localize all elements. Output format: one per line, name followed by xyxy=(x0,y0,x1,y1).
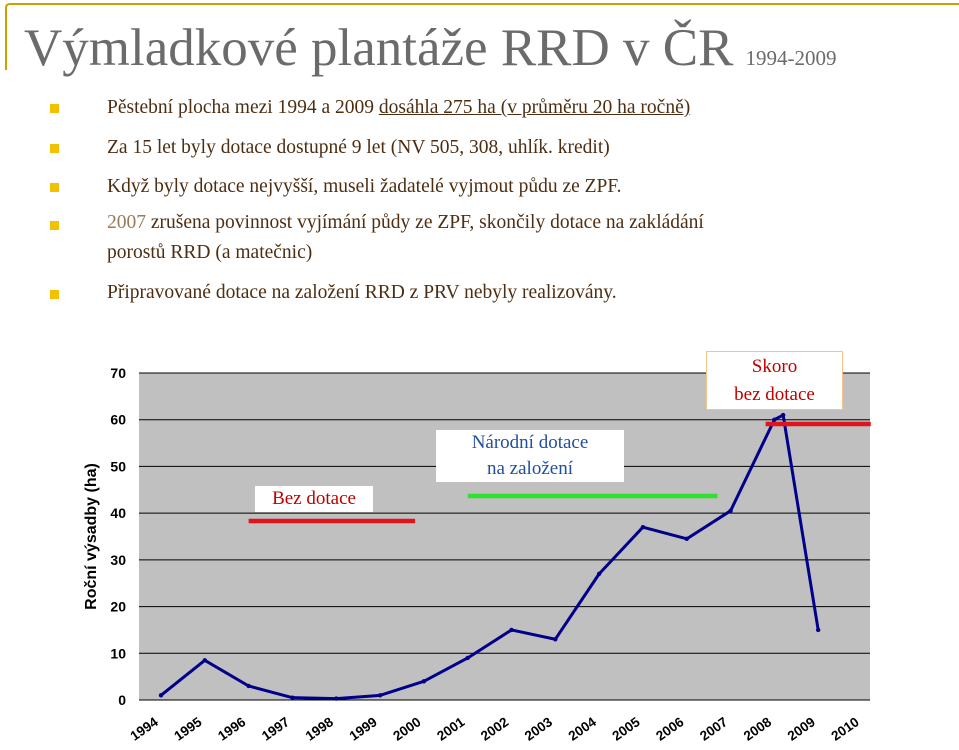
x-tick-label: 2008 xyxy=(741,714,775,744)
x-tick-label: 1998 xyxy=(303,714,337,744)
x-tick-label: 1999 xyxy=(347,714,380,744)
slide-title-years: 1994-2009 xyxy=(745,46,837,70)
annotation-bez-dotace-text: Bez dotace xyxy=(272,488,356,509)
annotation-skoro-line2: bez dotace xyxy=(734,384,815,405)
data-point xyxy=(202,658,208,663)
bullet-marker xyxy=(50,183,59,192)
y-tick-label: 60 xyxy=(110,412,126,428)
bullet-3-text: Když byly dotace nejvyšší, museli žadate… xyxy=(107,176,622,197)
y-tick-label: 50 xyxy=(110,458,126,474)
data-point xyxy=(421,679,427,684)
x-tick-label: 1994 xyxy=(128,714,162,744)
y-tick-label: 70 xyxy=(110,365,126,381)
y-tick-label: 30 xyxy=(110,552,126,568)
x-tick-label: 2006 xyxy=(653,714,687,744)
slide-title: Výmladkové plantáže RRD v ČR 1994-2009 xyxy=(24,18,837,78)
x-tick-label: 2007 xyxy=(697,714,730,744)
x-tick-label: 2004 xyxy=(566,714,600,744)
annotation-narodni-dotace: Národní dotace na založení xyxy=(436,430,624,482)
bullet-1-underlined: dosáhla 275 ha (v průměru 20 ha ročně) xyxy=(378,97,691,118)
bullet-4-year: 2007 xyxy=(107,212,146,233)
x-tick-label: 1997 xyxy=(259,714,292,744)
data-point xyxy=(334,696,339,701)
annotation-bez-dotace: Bez dotace xyxy=(255,486,373,512)
x-tick-label: 2002 xyxy=(478,714,511,744)
y-tick-label: 40 xyxy=(110,505,126,521)
slide-title-text: Výmladkové plantáže RRD v ČR xyxy=(24,19,734,77)
bullet-marker xyxy=(50,290,59,299)
bullet-4-line2: porostů RRD (a matečnic) xyxy=(107,242,313,263)
bullet-marker xyxy=(50,104,59,113)
x-tick-label: 1996 xyxy=(215,714,249,744)
data-point xyxy=(780,412,786,418)
bullet-2-text: Za 15 let byly dotace dostupné 9 let (NV… xyxy=(107,137,610,158)
x-tick-label: 2009 xyxy=(785,714,818,744)
bullet-5-text: Připravované dotace na založení RRD z PR… xyxy=(107,282,617,303)
data-point xyxy=(640,524,646,530)
x-tick-label: 2001 xyxy=(434,714,468,744)
bullet-marker xyxy=(50,221,59,230)
x-tick-label: 2005 xyxy=(609,714,643,744)
data-point xyxy=(465,655,470,661)
bullet-marker xyxy=(50,144,59,153)
plot-background xyxy=(139,373,870,700)
x-tick-label: 2003 xyxy=(522,714,556,744)
data-point xyxy=(246,683,251,689)
y-axis-title: Roční výsadby (ha) xyxy=(83,463,100,610)
decorative-corner-line xyxy=(5,3,959,70)
x-tick-label: 2010 xyxy=(829,714,862,744)
data-point xyxy=(815,627,821,633)
data-point xyxy=(596,571,602,577)
x-tick-label: 1995 xyxy=(171,714,205,744)
data-point xyxy=(509,627,514,633)
bullet-4-line1: zrušena povinnost vyjímání půdy ze ZPF, … xyxy=(146,212,704,233)
annotation-skoro-bez-dotace: Skoro bez dotace xyxy=(706,351,843,410)
data-point xyxy=(684,536,689,542)
data-point xyxy=(377,693,383,698)
y-tick-label: 0 xyxy=(118,692,126,708)
data-point xyxy=(290,695,295,700)
data-point xyxy=(772,417,777,422)
y-tick-label: 10 xyxy=(110,645,126,661)
annotation-skoro-line1: Skoro xyxy=(751,356,798,377)
data-point xyxy=(728,508,733,514)
x-tick-label: 2000 xyxy=(390,714,423,744)
annotation-narodni-line1: Národní dotace xyxy=(471,432,589,453)
data-point xyxy=(553,637,558,642)
bullet-1-text: Pěstební plocha mezi 1994 a 2009 xyxy=(107,97,379,118)
data-point xyxy=(158,693,164,698)
annotation-narodni-line2: na založení xyxy=(487,458,573,479)
y-tick-label: 20 xyxy=(110,599,126,615)
